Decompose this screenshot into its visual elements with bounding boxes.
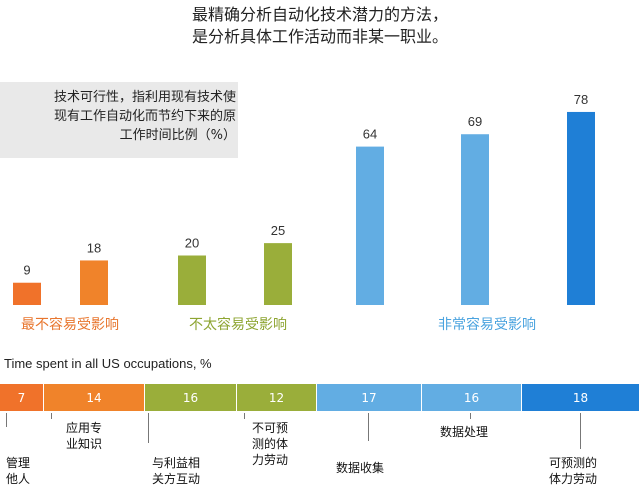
strip-tick-4 (368, 413, 369, 441)
strip-segment-0: 7 (0, 384, 43, 411)
strip-segment-3: 12 (237, 384, 316, 411)
strip-label-3-line1: 不可预 (252, 421, 289, 435)
bar-value-label-6: 78 (574, 92, 588, 107)
strip-segment-5: 16 (422, 384, 521, 411)
bar-6 (567, 111, 595, 305)
strip-label-2-line2: 关方互动 (152, 472, 201, 486)
bar-chart: 9 18 20 25 64 69 78 最不容易受影响 不太容易受影响 非常容易受影响 (13, 92, 595, 333)
strip-label-3-line2: 测的体 (252, 437, 289, 451)
chart-title: 最精确分析自动化技术潜力的方法， 是分析具体工作活动而非某一职业。 (120, 4, 520, 48)
strip-title: Time spent in all US occupations, % (4, 356, 212, 371)
strip-label-2-line1: 与利益相 (152, 456, 201, 470)
strip-tick-6 (580, 413, 581, 449)
strip-label-4: 数据收集 (336, 460, 384, 476)
note-text: 技术可行性，指利用现有技术使 现有工作自动化而节约下来的原 工作时间比例（%） (4, 88, 236, 145)
strip-label-6: 可预测的 体力劳动 (549, 455, 597, 487)
strip-label-0-line2: 他人 (6, 472, 31, 486)
strip-label-5-line1: 数据处理 (440, 425, 489, 439)
chart-title-line1: 最精确分析自动化技术潜力的方法， (191, 5, 448, 24)
group-label-1: 不太容易受影响 (189, 316, 287, 333)
bar-5 (461, 134, 489, 305)
group-label-0: 最不容易受影响 (21, 316, 119, 333)
strip-label-6-line1: 可预测的 (549, 456, 598, 470)
strip-label-0: 管理 他人 (6, 455, 30, 487)
note-line2: 现有工作自动化而节约下来的原 (53, 109, 236, 124)
strip-segment-1: 14 (44, 384, 144, 411)
bar-4 (356, 146, 384, 305)
chart-title-line2: 是分析具体工作活动而非某一职业。 (191, 27, 448, 46)
note-line1: 技术可行性，指利用现有技术使 (53, 90, 236, 105)
note-line3: 工作时间比例（%） (119, 128, 236, 143)
strip-label-2: 与利益相 关方互动 (152, 455, 200, 487)
strip-label-3-line3: 力劳动 (252, 453, 289, 467)
bar-value-label-0: 9 (23, 263, 30, 278)
bar-3 (264, 243, 292, 305)
strip-segment-4: 17 (317, 384, 421, 411)
note-box (0, 82, 238, 158)
strip-tick-0 (6, 413, 7, 427)
strip-tick-3 (244, 413, 245, 419)
strip-label-0-line1: 管理 (6, 456, 31, 470)
strip-tick-1 (51, 413, 52, 419)
bar-value-label-3: 25 (271, 223, 285, 238)
bar-1 (80, 260, 108, 305)
strip-label-4-line1: 数据收集 (336, 461, 385, 475)
strip-label-1: 应用专 业知识 (66, 420, 102, 452)
bar-0 (13, 282, 41, 305)
bar-value-label-2: 20 (185, 236, 199, 251)
bar-value-label-5: 69 (468, 114, 482, 129)
strip-tick-2 (148, 413, 149, 443)
bar-value-label-4: 64 (363, 127, 377, 142)
strip-label-1-line2: 业知识 (66, 437, 103, 451)
strip-label-1-line1: 应用专 (66, 421, 103, 435)
bar-2 (178, 255, 206, 305)
bar-value-label-1: 18 (87, 240, 101, 255)
strip-label-3: 不可预 测的体 力劳动 (252, 420, 288, 468)
strip-label-6-line2: 体力劳动 (549, 472, 598, 486)
strip-segment-6: 18 (522, 384, 639, 411)
group-label-2: 非常容易受影响 (438, 316, 536, 333)
strip-tick-5 (470, 413, 471, 419)
strip-segment-2: 16 (145, 384, 236, 411)
strip-label-5: 数据处理 (440, 424, 488, 440)
